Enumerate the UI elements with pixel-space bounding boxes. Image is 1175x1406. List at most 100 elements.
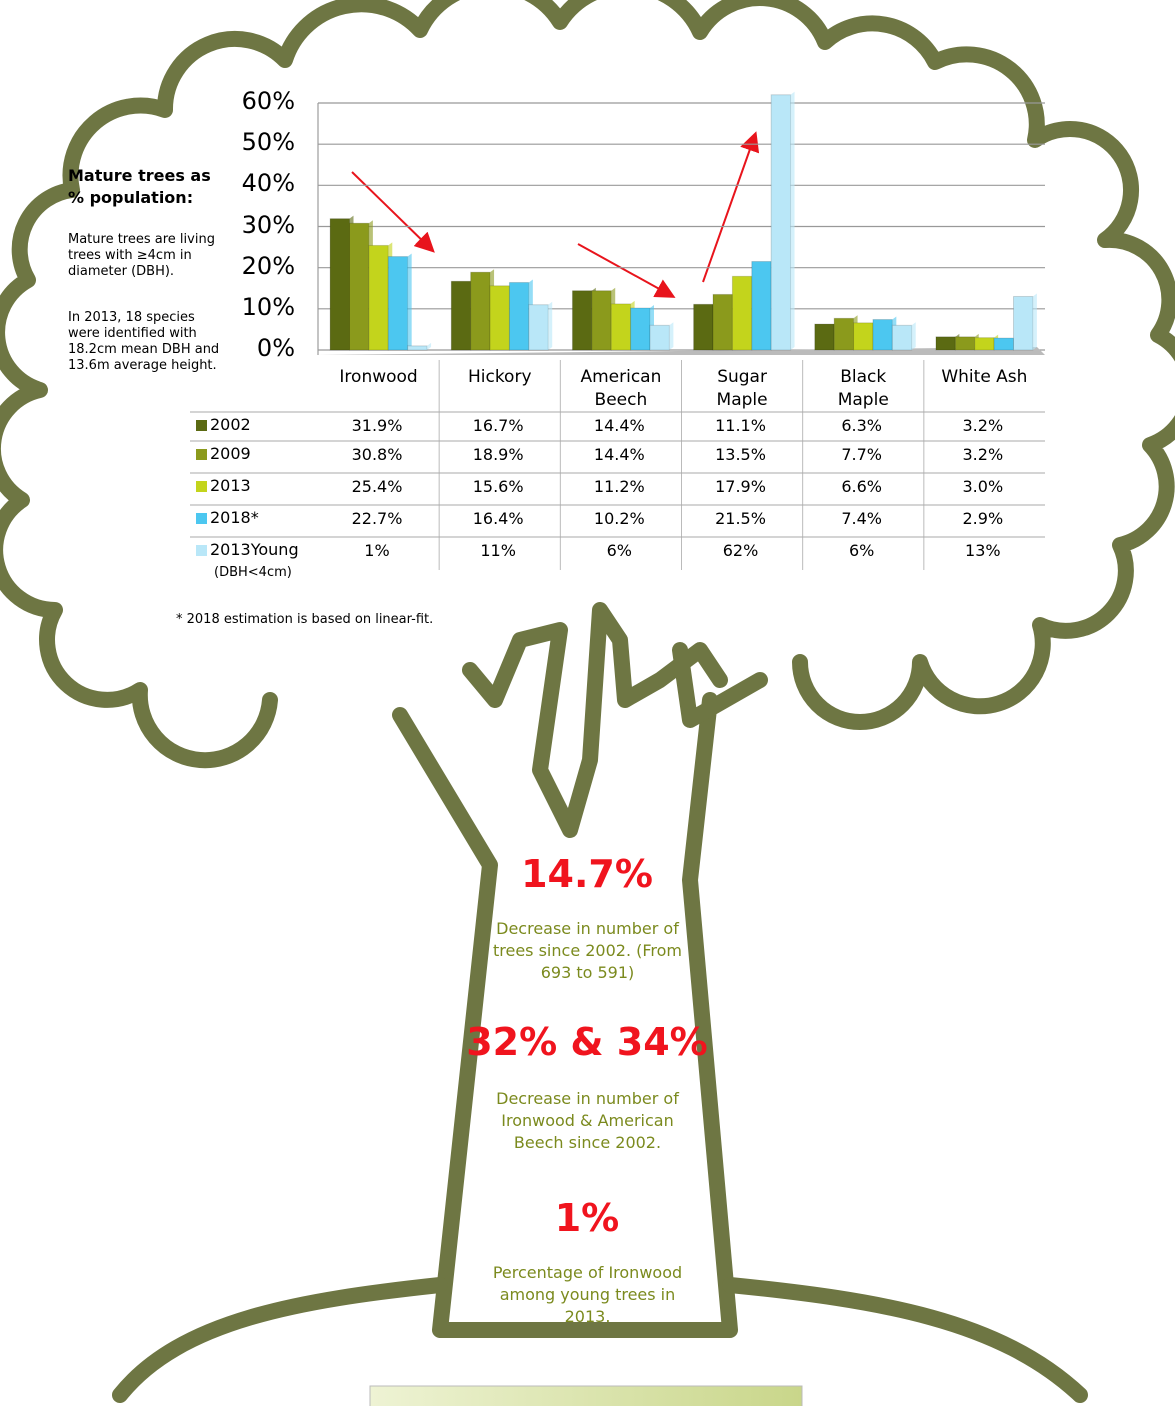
table-cell: 30.8%	[318, 445, 436, 464]
legend-label: 2002	[210, 415, 251, 434]
bar-side	[791, 92, 795, 350]
bottom-banner	[370, 1386, 802, 1406]
x-tick-label: Sugar Maple	[692, 366, 792, 412]
bar	[388, 257, 407, 350]
footnote: * 2018 estimation is based on linear-fit…	[176, 612, 433, 627]
table-cell: 3.0%	[924, 477, 1042, 496]
y-tick-label: 40%	[225, 169, 295, 197]
stat-text: Percentage of Ironwood among young trees…	[480, 1262, 695, 1328]
bar-side	[408, 254, 412, 350]
x-tick-label: Black Maple	[813, 366, 913, 412]
bar	[873, 320, 892, 350]
bar	[834, 318, 853, 350]
table-cell: 11%	[439, 541, 557, 560]
table-cell: 3.2%	[924, 416, 1042, 435]
table-cell: 6%	[560, 541, 678, 560]
bar	[975, 338, 994, 350]
table-cell: 62%	[682, 541, 800, 560]
table-cell: 2.9%	[924, 509, 1042, 528]
x-tick-label: Ironwood	[329, 366, 429, 389]
trend-arrows	[352, 135, 755, 296]
y-tick-label: 50%	[225, 128, 295, 156]
table-cell: 16.7%	[439, 416, 557, 435]
tree-outline	[0, 0, 1175, 1395]
legend-label: 2009	[210, 444, 251, 463]
bar	[572, 291, 591, 350]
table-cell: 25.4%	[318, 477, 436, 496]
bar	[936, 337, 955, 350]
table-cell: 10.2%	[560, 509, 678, 528]
legend-label: 2013Young	[210, 540, 299, 559]
bar	[350, 223, 369, 350]
y-tick-label: 10%	[225, 293, 295, 321]
table-cell: 31.9%	[318, 416, 436, 435]
table-cell: 16.4%	[439, 509, 557, 528]
legend-swatch	[196, 449, 207, 460]
bar-side	[912, 322, 916, 350]
bar	[631, 308, 650, 350]
table-cell: 6.3%	[803, 416, 921, 435]
y-tick-label: 60%	[225, 87, 295, 115]
table-cell: 17.9%	[682, 477, 800, 496]
bar	[490, 286, 509, 350]
stat-value: 14.7%	[437, 852, 737, 896]
table-cell: 6.6%	[803, 477, 921, 496]
bar	[330, 219, 349, 350]
table-cell: 14.4%	[560, 416, 678, 435]
note: In 2013, 18 species were identified with…	[68, 310, 226, 374]
table-cell: 13%	[924, 541, 1042, 560]
legend-swatch	[196, 420, 207, 431]
bar	[451, 281, 470, 350]
legend-note: (DBH<4cm)	[214, 565, 292, 580]
legend-swatch	[196, 545, 207, 556]
infographic: 0%10%20%30%40%50%60%Mature trees as % po…	[0, 0, 1175, 1406]
table-cell: 11.2%	[560, 477, 678, 496]
table-cell: 7.4%	[803, 509, 921, 528]
bar-side	[1033, 293, 1037, 350]
legend-swatch	[196, 513, 207, 524]
bar	[509, 282, 528, 350]
bar	[408, 346, 427, 350]
table-cell: 14.4%	[560, 445, 678, 464]
bar-side	[427, 343, 431, 350]
bar	[854, 323, 873, 350]
table-cell: 7.7%	[803, 445, 921, 464]
heading: Mature trees as % population:	[68, 165, 218, 209]
bar	[892, 325, 911, 350]
note: Mature trees are living trees with ≥4cm …	[68, 232, 236, 280]
legend-label: 2013	[210, 476, 251, 495]
bar	[529, 305, 548, 350]
table-cell: 22.7%	[318, 509, 436, 528]
y-tick-label: 0%	[225, 334, 295, 362]
stat-text: Decrease in number of trees since 2002. …	[480, 918, 695, 984]
bar	[955, 337, 974, 350]
bar	[732, 276, 751, 350]
bar	[592, 291, 611, 350]
bar	[1013, 296, 1032, 350]
table-cell: 6%	[803, 541, 921, 560]
bar	[611, 304, 630, 350]
stat-value: 32% & 34%	[437, 1020, 737, 1064]
table-cell: 21.5%	[682, 509, 800, 528]
legend-swatch	[196, 481, 207, 492]
table-cell: 15.6%	[439, 477, 557, 496]
table-cell: 11.1%	[682, 416, 800, 435]
legend-label: 2018*	[210, 508, 259, 527]
stat-value: 1%	[437, 1196, 737, 1240]
bar	[994, 338, 1013, 350]
table-cell: 1%	[318, 541, 436, 560]
bar	[369, 245, 388, 350]
x-tick-label: Hickory	[450, 366, 550, 389]
table-cell: 13.5%	[682, 445, 800, 464]
table-cell: 3.2%	[924, 445, 1042, 464]
bar	[471, 272, 490, 350]
table-cell: 18.9%	[439, 445, 557, 464]
bar	[815, 324, 834, 350]
bar	[771, 95, 790, 350]
bar	[650, 325, 669, 350]
x-tick-label: White Ash	[934, 366, 1034, 389]
x-tick-label: American Beech	[571, 366, 671, 412]
bar	[713, 294, 732, 350]
bar	[752, 261, 771, 350]
bar-side	[548, 302, 552, 350]
